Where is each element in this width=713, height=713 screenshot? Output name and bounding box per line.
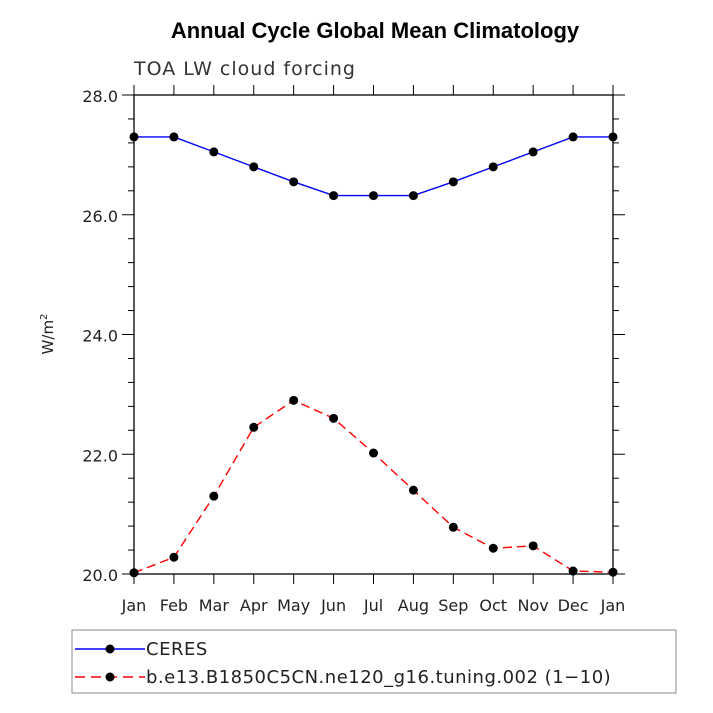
data-point (169, 552, 179, 562)
data-point (448, 522, 458, 532)
series-ceres (129, 132, 618, 201)
x-tick-label: Jul (363, 596, 383, 615)
x-tick-label: Nov (518, 596, 549, 615)
data-point (369, 448, 378, 458)
x-tick-label: Sep (438, 596, 468, 615)
x-tick-label: Apr (240, 596, 268, 615)
series-model (129, 395, 618, 578)
legend-entry-model: b.e13.B1850C5CN.ne120_g16.tuning.002 (1−… (75, 667, 611, 688)
data-point (568, 566, 578, 576)
plot-frame (133, 94, 614, 575)
y-tick-label: 26.0 (82, 207, 118, 226)
data-point (169, 132, 179, 142)
axes: 20.0 22.0 24.0 26.0 28.0 Jan Feb Mar Apr May Jun Ju… (82, 85, 625, 615)
data-point (329, 191, 339, 201)
x-tick-label: Jun (320, 596, 346, 615)
x-tick-label: May (277, 596, 310, 615)
data-point (209, 491, 219, 501)
data-point (129, 568, 139, 578)
data-point (289, 177, 299, 187)
chart-title: Annual Cycle Global Mean Climatology (171, 18, 580, 43)
y-axis-label-base: W/m (39, 320, 57, 355)
data-point (568, 132, 578, 142)
y-tick-label: 20.0 (82, 566, 118, 585)
legend-box (71, 629, 677, 694)
data-point (488, 543, 498, 553)
data-point (408, 191, 418, 201)
x-tick-label: Aug (398, 596, 429, 615)
x-tick-label: Feb (160, 596, 188, 615)
series-layer (129, 132, 618, 578)
y-axis-label-superscript: 2 (39, 314, 50, 320)
legend-label-model: b.e13.B1850C5CN.ne120_g16.tuning.002 (1−… (146, 667, 611, 688)
data-point (608, 567, 618, 577)
data-point (129, 132, 139, 142)
data-point (329, 413, 339, 423)
legend-marker-ceres (105, 644, 115, 654)
y-tick-label: 28.0 (82, 87, 118, 106)
x-tick-label: Oct (479, 596, 507, 615)
y-axis-label: W/m2 (39, 314, 57, 355)
x-tick-label: Jan (600, 596, 626, 615)
data-point (528, 147, 538, 157)
data-point (209, 147, 219, 157)
data-point (488, 162, 498, 172)
data-point (249, 162, 259, 172)
x-tick-label: Jan (121, 596, 147, 615)
data-point (528, 541, 538, 551)
data-point (448, 177, 458, 187)
data-point (608, 132, 618, 142)
y-tick-label: 24.0 (82, 327, 118, 346)
x-tick-label: Dec (558, 596, 589, 615)
legend-entry-ceres: CERES (75, 639, 208, 660)
data-point (289, 395, 299, 405)
data-point (249, 422, 259, 432)
y-tick-label: 22.0 (82, 446, 118, 465)
legend-marker-model (105, 672, 115, 682)
chart-subtitle: TOA LW cloud forcing (133, 58, 356, 80)
series-line (134, 136, 613, 197)
data-point (369, 191, 378, 201)
legend-label-ceres: CERES (146, 639, 208, 660)
x-tick-label: Mar (199, 596, 230, 615)
series-line (133, 399, 614, 574)
data-point (408, 485, 418, 495)
